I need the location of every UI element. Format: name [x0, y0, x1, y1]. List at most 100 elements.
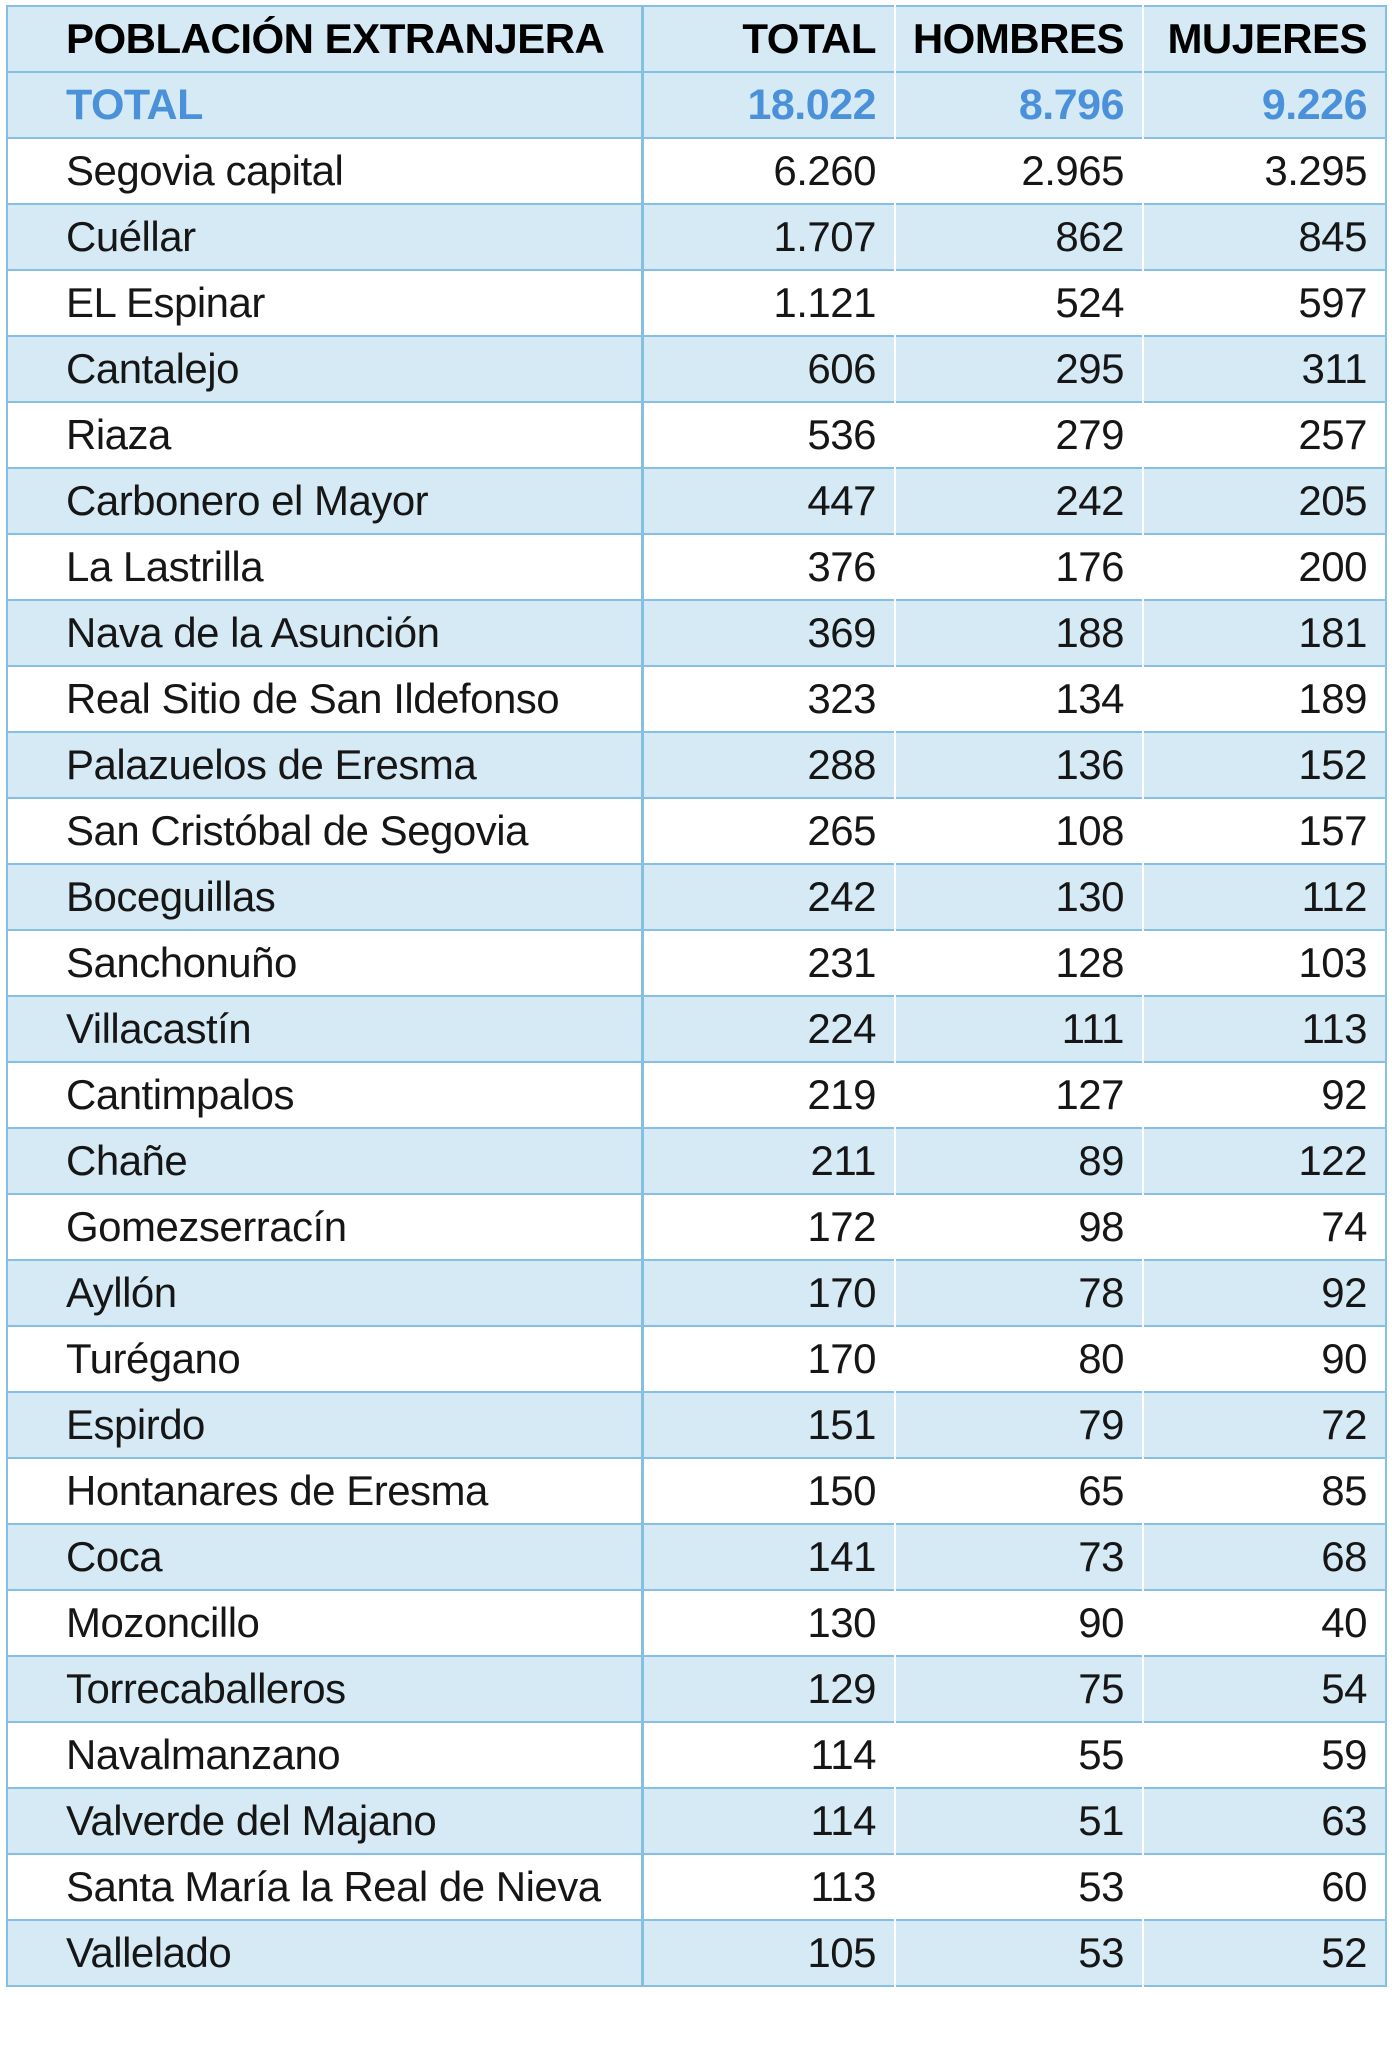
hombres-value-cell: 2.965 [894, 138, 1143, 204]
mujeres-value-cell: 54 [1142, 1656, 1386, 1722]
total-value-cell: 1.121 [641, 270, 895, 336]
mujeres-value-cell: 9.226 [1142, 72, 1386, 138]
total-value-cell: 129 [641, 1656, 895, 1722]
municipality-name-cell: Cuéllar [7, 204, 644, 270]
municipality-name-cell: Villacastín [7, 996, 644, 1062]
column-header-total: TOTAL [641, 6, 895, 72]
total-value-cell: 369 [641, 600, 895, 666]
population-table-container: POBLACIÓN EXTRANJERA TOTAL HOMBRES MUJER… [6, 5, 1387, 1987]
municipality-name-cell: Mozoncillo [7, 1590, 644, 1656]
hombres-value-cell: 295 [894, 336, 1143, 402]
table-row: Cuéllar 1.707 862 845 [7, 204, 1386, 270]
table-row: Boceguillas 242 130 112 [7, 864, 1386, 930]
municipality-name-cell: Santa María la Real de Nieva [7, 1854, 644, 1920]
hombres-value-cell: 80 [894, 1326, 1143, 1392]
hombres-value-cell: 279 [894, 402, 1143, 468]
total-value-cell: 6.260 [641, 138, 895, 204]
mujeres-value-cell: 200 [1142, 534, 1386, 600]
hombres-value-cell: 8.796 [894, 72, 1143, 138]
table-row: Valverde del Majano 114 51 63 [7, 1788, 1386, 1854]
municipality-name-cell: Coca [7, 1524, 644, 1590]
total-value-cell: 224 [641, 996, 895, 1062]
mujeres-value-cell: 92 [1142, 1062, 1386, 1128]
hombres-value-cell: 862 [894, 204, 1143, 270]
table-row: Turégano 170 80 90 [7, 1326, 1386, 1392]
total-value-cell: 151 [641, 1392, 895, 1458]
total-value-cell: 1.707 [641, 204, 895, 270]
hombres-value-cell: 73 [894, 1524, 1143, 1590]
mujeres-value-cell: 112 [1142, 864, 1386, 930]
total-value-cell: 536 [641, 402, 895, 468]
mujeres-value-cell: 157 [1142, 798, 1386, 864]
mujeres-value-cell: 122 [1142, 1128, 1386, 1194]
mujeres-value-cell: 845 [1142, 204, 1386, 270]
total-value-cell: 172 [641, 1194, 895, 1260]
hombres-value-cell: 89 [894, 1128, 1143, 1194]
total-value-cell: 150 [641, 1458, 895, 1524]
mujeres-value-cell: 152 [1142, 732, 1386, 798]
mujeres-value-cell: 72 [1142, 1392, 1386, 1458]
total-label-cell: TOTAL [7, 72, 644, 138]
total-value-cell: 141 [641, 1524, 895, 1590]
total-value-cell: 288 [641, 732, 895, 798]
mujeres-value-cell: 103 [1142, 930, 1386, 996]
total-value-cell: 114 [641, 1722, 895, 1788]
mujeres-value-cell: 597 [1142, 270, 1386, 336]
table-row: Gomezserracín 172 98 74 [7, 1194, 1386, 1260]
municipality-name-cell: Cantalejo [7, 336, 644, 402]
mujeres-value-cell: 74 [1142, 1194, 1386, 1260]
table-row: La Lastrilla 376 176 200 [7, 534, 1386, 600]
hombres-value-cell: 524 [894, 270, 1143, 336]
total-row: TOTAL 18.022 8.796 9.226 [7, 72, 1386, 138]
total-value-cell: 323 [641, 666, 895, 732]
column-header-mujeres: MUJERES [1142, 6, 1386, 72]
hombres-value-cell: 51 [894, 1788, 1143, 1854]
municipality-name-cell: Palazuelos de Eresma [7, 732, 644, 798]
hombres-value-cell: 90 [894, 1590, 1143, 1656]
hombres-value-cell: 134 [894, 666, 1143, 732]
mujeres-value-cell: 90 [1142, 1326, 1386, 1392]
hombres-value-cell: 98 [894, 1194, 1143, 1260]
table-row: EL Espinar 1.121 524 597 [7, 270, 1386, 336]
table-row: Sanchonuño 231 128 103 [7, 930, 1386, 996]
table-row: Carbonero el Mayor 447 242 205 [7, 468, 1386, 534]
table-row: Segovia capital 6.260 2.965 3.295 [7, 138, 1386, 204]
mujeres-value-cell: 85 [1142, 1458, 1386, 1524]
municipality-name-cell: Riaza [7, 402, 644, 468]
table-row: Torrecaballeros 129 75 54 [7, 1656, 1386, 1722]
hombres-value-cell: 108 [894, 798, 1143, 864]
hombres-value-cell: 53 [894, 1920, 1143, 1986]
table-row: Palazuelos de Eresma 288 136 152 [7, 732, 1386, 798]
table-row: Villacastín 224 111 113 [7, 996, 1386, 1062]
mujeres-value-cell: 3.295 [1142, 138, 1386, 204]
table-row: San Cristóbal de Segovia 265 108 157 [7, 798, 1386, 864]
table-row: Ayllón 170 78 92 [7, 1260, 1386, 1326]
table-row: Santa María la Real de Nieva 113 53 60 [7, 1854, 1386, 1920]
hombres-value-cell: 53 [894, 1854, 1143, 1920]
municipality-name-cell: Ayllón [7, 1260, 644, 1326]
table-row: Riaza 536 279 257 [7, 402, 1386, 468]
mujeres-value-cell: 189 [1142, 666, 1386, 732]
table-body: TOTAL 18.022 8.796 9.226 Segovia capital… [7, 72, 1386, 1986]
municipality-name-cell: Hontanares de Eresma [7, 1458, 644, 1524]
mujeres-value-cell: 311 [1142, 336, 1386, 402]
header-row: POBLACIÓN EXTRANJERA TOTAL HOMBRES MUJER… [7, 6, 1386, 72]
table-row: Navalmanzano 114 55 59 [7, 1722, 1386, 1788]
municipality-name-cell: Valverde del Majano [7, 1788, 644, 1854]
total-value-cell: 18.022 [641, 72, 895, 138]
table-row: Cantalejo 606 295 311 [7, 336, 1386, 402]
table-title-cell: POBLACIÓN EXTRANJERA [7, 6, 644, 72]
municipality-name-cell: Navalmanzano [7, 1722, 644, 1788]
mujeres-value-cell: 60 [1142, 1854, 1386, 1920]
total-value-cell: 447 [641, 468, 895, 534]
hombres-value-cell: 78 [894, 1260, 1143, 1326]
hombres-value-cell: 65 [894, 1458, 1143, 1524]
total-value-cell: 170 [641, 1326, 895, 1392]
total-value-cell: 265 [641, 798, 895, 864]
municipality-name-cell: Boceguillas [7, 864, 644, 930]
population-table: POBLACIÓN EXTRANJERA TOTAL HOMBRES MUJER… [6, 5, 1387, 1987]
table-row: Nava de la Asunción 369 188 181 [7, 600, 1386, 666]
hombres-value-cell: 130 [894, 864, 1143, 930]
municipality-name-cell: San Cristóbal de Segovia [7, 798, 644, 864]
total-value-cell: 113 [641, 1854, 895, 1920]
